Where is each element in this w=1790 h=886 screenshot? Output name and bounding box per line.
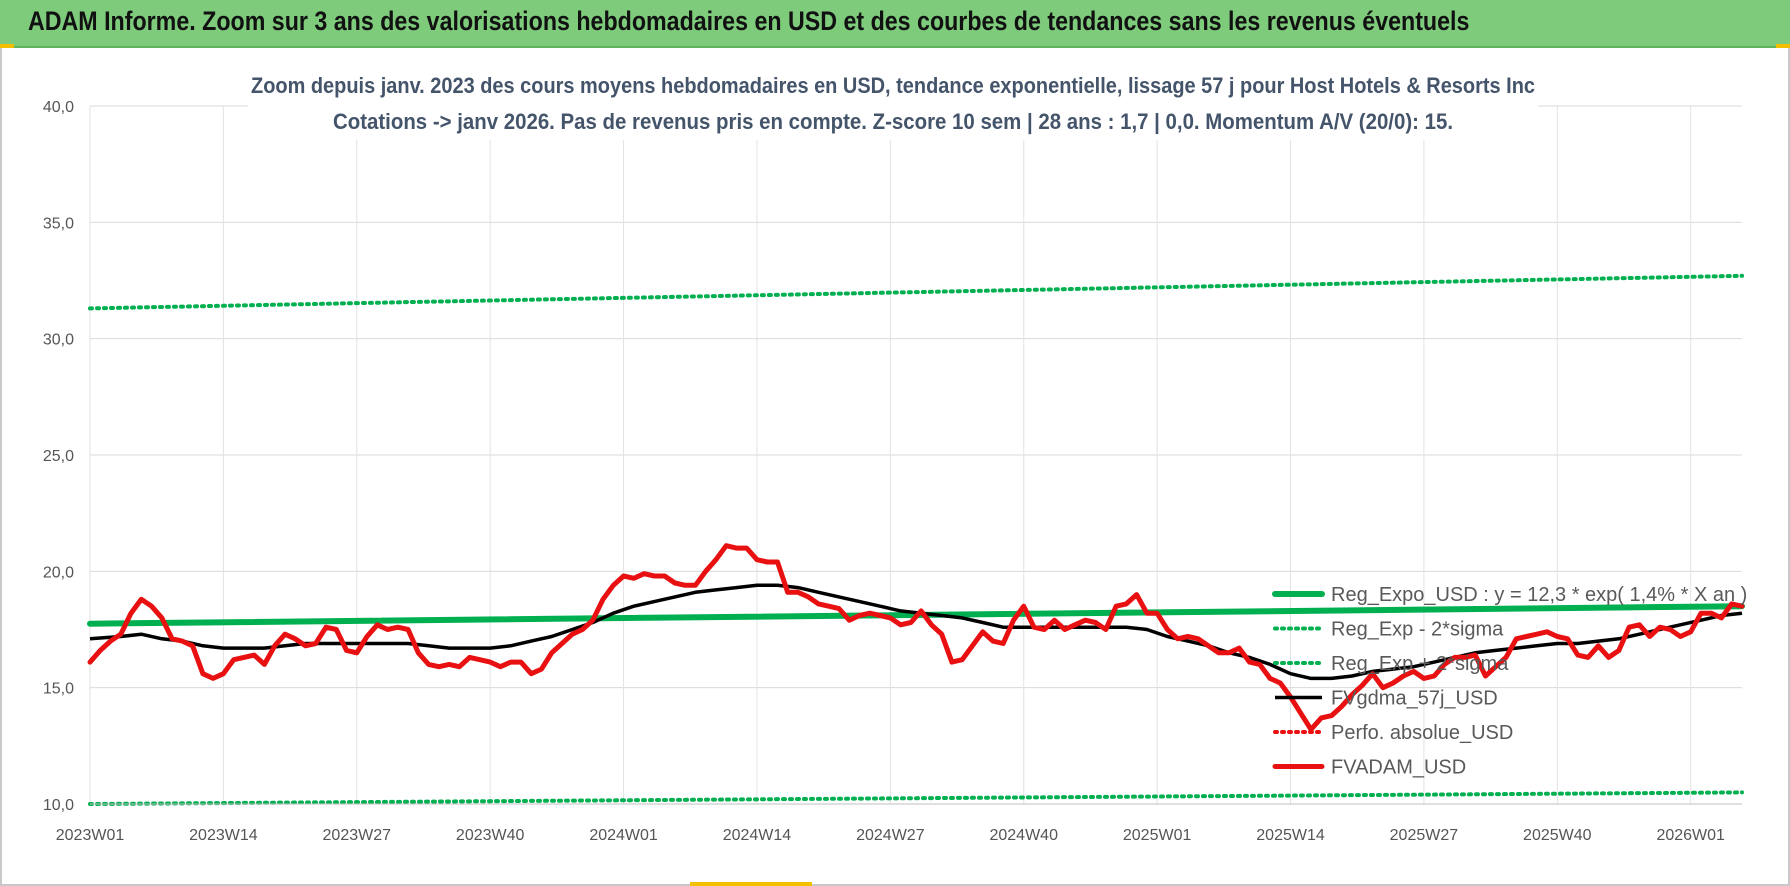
x-tick-label: 2025W40 bbox=[1523, 827, 1592, 844]
x-tick-label: 2023W01 bbox=[56, 827, 125, 844]
chart-frame bbox=[0, 48, 1790, 886]
y-tick-label: 30,0 bbox=[43, 332, 74, 349]
accent-corner-left bbox=[0, 44, 14, 48]
x-tick-label: 2025W01 bbox=[1123, 827, 1192, 844]
chart-subtitle: Cotations -> janv 2026. Pas de revenus p… bbox=[333, 109, 1453, 134]
x-tick-label: 2025W14 bbox=[1256, 827, 1325, 844]
legend-label-m2: Reg_Exp - 2*sigma bbox=[1331, 619, 1504, 641]
y-tick-label: 40,0 bbox=[43, 99, 74, 116]
legend-label-mma: FVgdma_57j_USD bbox=[1331, 688, 1498, 710]
x-tick-label: 2024W14 bbox=[723, 827, 792, 844]
series-line-p2 bbox=[88, 273, 1744, 311]
axis-layer: 10,0 15,0 20,0 25,0 30,0 35,0 40,0 2023W01 2023W… bbox=[43, 99, 1742, 844]
legend-label-perf: Perfo. absolue_USD bbox=[1331, 722, 1513, 744]
x-tick-label: 2024W27 bbox=[856, 827, 925, 844]
chart-title: Zoom depuis janv. 2023 des cours moyens … bbox=[251, 73, 1535, 98]
x-tick-label: 2025W27 bbox=[1390, 827, 1459, 844]
x-tick-label: 2024W40 bbox=[989, 827, 1058, 844]
accent-bottom bbox=[690, 882, 812, 886]
y-tick-label: 25,0 bbox=[43, 448, 74, 465]
series-line-fv bbox=[87, 543, 1745, 732]
x-tick-label: 2023W14 bbox=[189, 827, 258, 844]
y-tick-label: 35,0 bbox=[43, 215, 74, 232]
x-tick-label: 2023W27 bbox=[323, 827, 392, 844]
series-layer bbox=[87, 273, 1745, 806]
legend-label-fv: FVADAM_USD bbox=[1331, 757, 1466, 779]
accent-corner-right bbox=[1776, 44, 1790, 48]
grid-layer bbox=[89, 105, 1742, 805]
y-tick-label: 20,0 bbox=[43, 564, 74, 581]
y-tick-label: 10,0 bbox=[43, 797, 74, 814]
report-banner: ADAM Informe. Zoom sur 3 ans des valoris… bbox=[0, 0, 1790, 48]
legend: Reg_Expo_USD : y = 12,3 * exp( 1,4% * X … bbox=[1272, 584, 1747, 779]
x-tick-label: 2023W40 bbox=[456, 827, 525, 844]
x-tick-label: 2026W01 bbox=[1656, 827, 1725, 844]
chart-title-box bbox=[248, 66, 1538, 140]
legend-label-p2: Reg_Exp + 2*sigma bbox=[1331, 653, 1509, 675]
legend-label-reg: Reg_Expo_USD : y = 12,3 * exp( 1,4% * X … bbox=[1331, 584, 1747, 606]
y-tick-label: 15,0 bbox=[43, 681, 74, 698]
report-banner-title: ADAM Informe. Zoom sur 3 ans des valoris… bbox=[28, 6, 1470, 36]
x-tick-label: 2024W01 bbox=[589, 827, 658, 844]
series-line-m2 bbox=[88, 790, 1744, 806]
